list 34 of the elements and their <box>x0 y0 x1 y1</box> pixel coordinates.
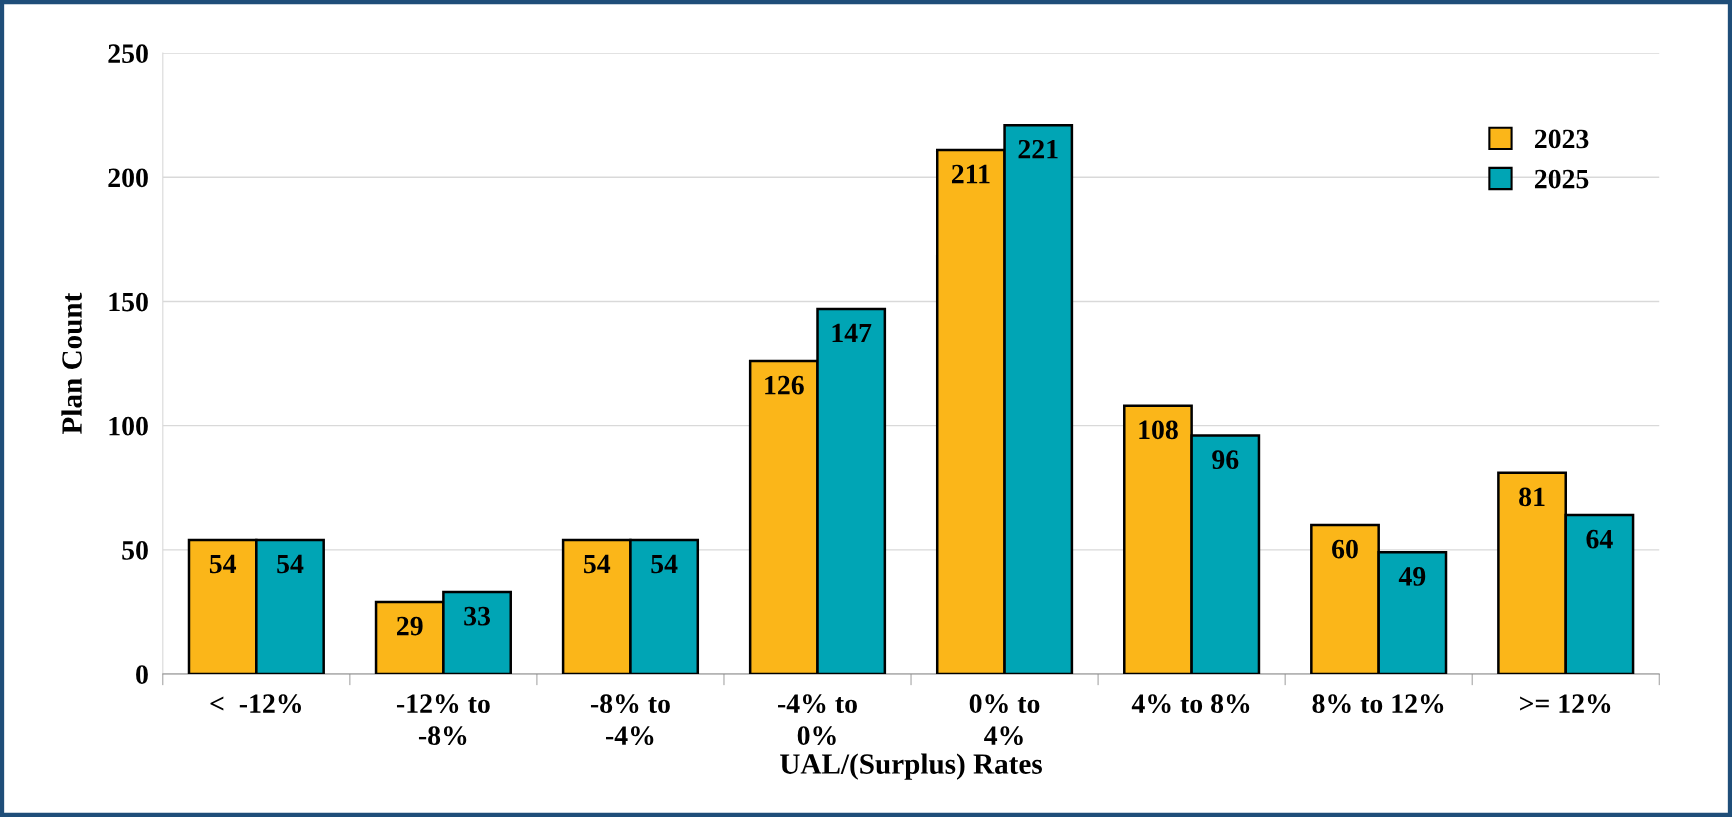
y-tick-label: 100 <box>109 416 148 436</box>
y-tick-label: 150 <box>109 292 148 312</box>
data-label: 29 <box>397 616 423 636</box>
legend-label: 2025 <box>1534 169 1589 189</box>
data-label: 147 <box>832 323 872 343</box>
y-axis-title: Plan Count <box>61 292 82 434</box>
x-tick-label: -4% to 0% <box>778 694 857 746</box>
x-tick-label: 0% to 4% <box>969 694 1040 746</box>
data-label: 64 <box>1586 529 1613 549</box>
data-label: 49 <box>1398 567 1426 586</box>
x-axis-title: UAL/(Surplus) Rates <box>780 753 1042 780</box>
data-label: 126 <box>765 375 804 395</box>
data-label: 54 <box>277 554 304 574</box>
data-label: 211 <box>951 164 990 184</box>
data-label: 33 <box>464 606 490 626</box>
data-label: 108 <box>1139 420 1178 440</box>
y-tick-label: 50 <box>122 541 148 560</box>
y-tick-label: 200 <box>108 168 148 188</box>
data-label: 96 <box>1212 450 1239 470</box>
y-tick-label: 0 <box>136 665 148 684</box>
x-tick-label: >= 12% <box>1520 694 1611 714</box>
data-label: 81 <box>1519 487 1545 507</box>
y-tick-label: 250 <box>108 44 148 64</box>
data-label: 54 <box>209 554 237 574</box>
x-tick-label: < -12% <box>210 694 301 714</box>
legend-label: 2023 <box>1534 129 1589 149</box>
x-tick-label: 8% to 12% <box>1312 694 1444 714</box>
data-label: 54 <box>651 554 678 574</box>
data-label: 54 <box>584 554 611 574</box>
x-tick-label: 4% to 8% <box>1131 694 1250 714</box>
data-label: 221 <box>1018 139 1058 159</box>
x-tick-label: -12% to -8% <box>396 694 490 746</box>
x-tick-label: -8% to -4% <box>590 694 670 746</box>
data-label: 60 <box>1332 539 1358 559</box>
